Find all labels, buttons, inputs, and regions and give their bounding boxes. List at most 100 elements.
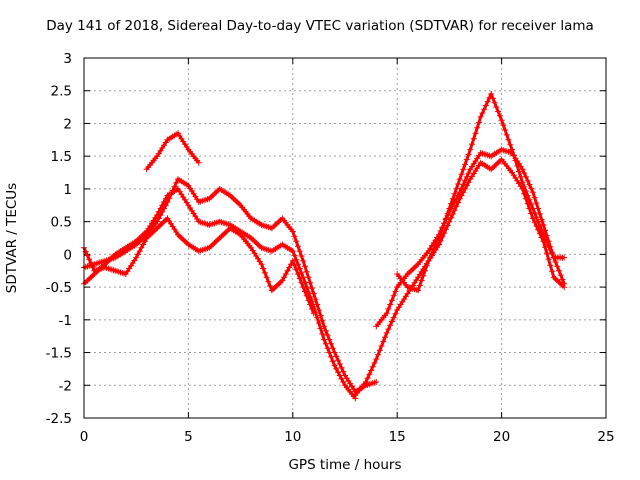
data-point-marker bbox=[335, 369, 341, 376]
data-point-marker bbox=[523, 195, 529, 202]
data-point-marker bbox=[389, 297, 395, 304]
x-tick-label: 25 bbox=[597, 429, 614, 445]
data-point-marker bbox=[559, 276, 566, 283]
data-point-marker bbox=[538, 216, 545, 223]
data-point-marker bbox=[314, 314, 321, 321]
data-point-marker bbox=[371, 359, 378, 366]
data-point-marker bbox=[467, 146, 474, 153]
data-point-marker bbox=[415, 287, 422, 294]
plot-frame bbox=[83, 57, 607, 419]
data-point-marker bbox=[329, 345, 336, 352]
y-tick-label: 2 bbox=[63, 116, 72, 132]
data-point-marker bbox=[462, 177, 469, 184]
data-point-marker bbox=[549, 249, 556, 256]
data-point-marker bbox=[154, 218, 161, 225]
data-point-marker bbox=[456, 176, 463, 183]
data-point-marker bbox=[465, 170, 472, 177]
data-point-marker bbox=[529, 189, 536, 196]
data-point-marker bbox=[491, 99, 498, 106]
data-point-marker bbox=[375, 351, 382, 358]
data-point-marker bbox=[298, 269, 305, 276]
data-point-marker bbox=[460, 181, 467, 188]
data-point-marker bbox=[503, 131, 510, 138]
data-point-marker bbox=[385, 326, 392, 333]
y-tick-label: -1 bbox=[59, 313, 72, 329]
data-point-marker bbox=[521, 190, 528, 197]
data-point-marker bbox=[336, 372, 343, 379]
data-point-marker bbox=[556, 267, 562, 274]
data-point-marker bbox=[543, 250, 550, 257]
data-point-marker bbox=[557, 272, 564, 279]
data-point-marker bbox=[136, 248, 143, 255]
data-point-marker bbox=[476, 119, 482, 126]
data-point-marker bbox=[474, 124, 481, 131]
data-point-marker bbox=[465, 151, 472, 158]
y-tick-label: -1.5 bbox=[46, 346, 72, 362]
data-point-marker bbox=[469, 141, 475, 148]
x-tick-label: 0 bbox=[80, 429, 89, 445]
data-point-marker bbox=[373, 379, 380, 385]
data-point-marker bbox=[540, 221, 547, 228]
data-point-marker bbox=[392, 288, 399, 295]
data-point-marker bbox=[134, 251, 141, 258]
data-point-marker bbox=[448, 214, 455, 221]
data-point-marker bbox=[84, 252, 91, 259]
x-tick-label: 15 bbox=[389, 429, 406, 445]
data-point-marker bbox=[173, 179, 180, 186]
y-tick-label: 1 bbox=[63, 182, 72, 198]
data-point-marker bbox=[369, 363, 376, 370]
data-point-marker bbox=[331, 362, 338, 369]
data-point-marker bbox=[543, 232, 550, 239]
data-point-marker bbox=[418, 277, 425, 284]
data-point-marker bbox=[437, 227, 444, 234]
data-point-marker bbox=[529, 215, 536, 222]
data-point-marker bbox=[561, 284, 568, 291]
data-point-marker bbox=[523, 173, 529, 180]
data-point-marker bbox=[453, 203, 460, 210]
data-point-marker bbox=[308, 305, 315, 312]
data-point-marker bbox=[307, 279, 314, 286]
data-point-marker bbox=[310, 290, 317, 297]
data-point-marker bbox=[535, 226, 542, 233]
y-tick-label: 1.5 bbox=[51, 149, 72, 165]
data-point-marker bbox=[284, 267, 291, 274]
data-point-marker bbox=[321, 323, 328, 330]
data-point-marker bbox=[376, 347, 383, 354]
data-point-marker bbox=[540, 238, 547, 245]
data-point-marker bbox=[528, 210, 535, 217]
data-point-marker bbox=[519, 179, 526, 186]
series-track-7 bbox=[394, 156, 568, 294]
data-point-marker bbox=[542, 244, 549, 251]
data-point-marker bbox=[517, 173, 524, 180]
x-tick-label: 10 bbox=[284, 429, 301, 445]
data-point-marker bbox=[456, 195, 463, 202]
data-point-marker bbox=[526, 205, 533, 212]
data-point-marker bbox=[308, 285, 315, 292]
data-point-marker bbox=[260, 265, 267, 272]
y-axis-label: SDTVAR / TECUs bbox=[4, 182, 20, 294]
data-point-marker bbox=[319, 317, 326, 324]
series-track-4 bbox=[143, 130, 202, 173]
data-point-marker bbox=[362, 379, 369, 385]
data-point-marker bbox=[155, 208, 162, 215]
data-point-marker bbox=[315, 320, 322, 327]
data-point-marker bbox=[550, 254, 557, 261]
data-point-marker bbox=[531, 209, 538, 216]
data-point-marker bbox=[315, 307, 322, 313]
data-point-marker bbox=[389, 318, 395, 325]
data-point-marker bbox=[138, 244, 145, 251]
data-point-marker bbox=[282, 271, 289, 277]
data-point-marker bbox=[449, 202, 456, 209]
data-point-marker bbox=[324, 332, 331, 339]
data-point-marker bbox=[293, 266, 300, 273]
data-point-marker bbox=[458, 192, 465, 199]
data-point-marker bbox=[451, 207, 458, 214]
data-point-marker bbox=[314, 301, 321, 308]
data-point-marker bbox=[382, 334, 388, 341]
y-tick-label: -0.5 bbox=[46, 280, 72, 296]
y-tick-label: -2.5 bbox=[46, 411, 72, 427]
data-point-marker bbox=[324, 345, 331, 352]
data-point-marker bbox=[383, 310, 390, 317]
data-point-marker bbox=[390, 314, 397, 321]
data-point-marker bbox=[496, 112, 503, 119]
